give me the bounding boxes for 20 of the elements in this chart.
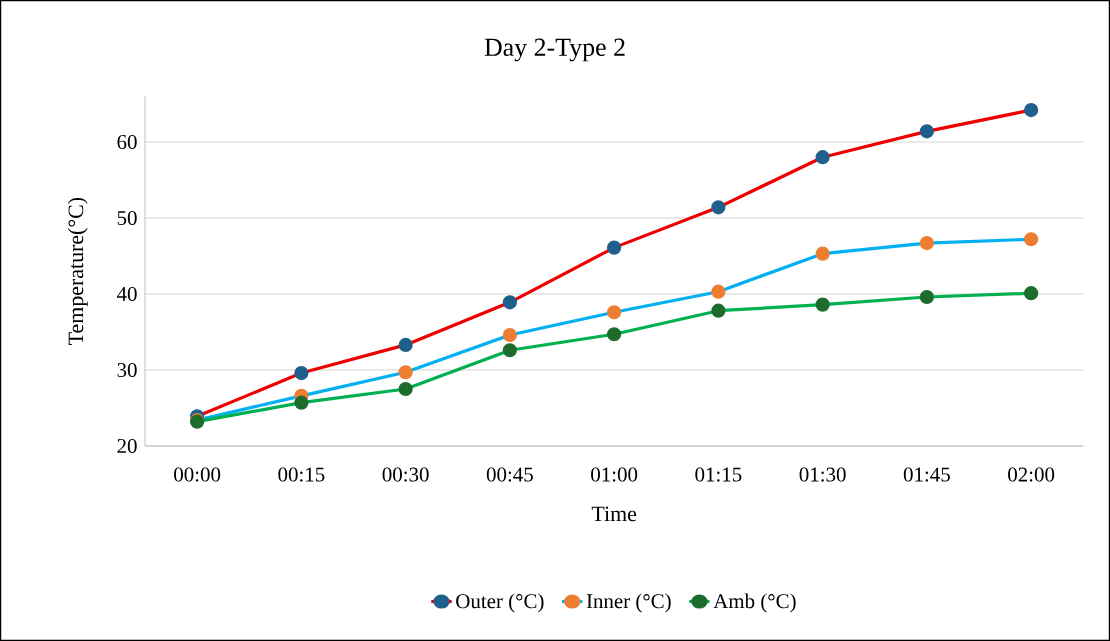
x-tick-label: 01:00 xyxy=(591,467,638,482)
x-tick-label: 01:30 xyxy=(799,467,846,482)
legend-label: Outer (°C) xyxy=(456,593,544,613)
legend-label: Inner (°C) xyxy=(586,593,671,613)
x-tick-label: 02:00 xyxy=(1008,467,1055,482)
y-tick-label: 40 xyxy=(116,286,137,302)
x-tick-label: 00:00 xyxy=(174,467,221,482)
y-tick-label: 30 xyxy=(117,362,137,378)
x-axis-title: Time xyxy=(591,506,637,522)
chart-title: Day 2-Type 2 xyxy=(484,38,625,62)
x-tick-label: 00:15 xyxy=(278,467,325,482)
legend-label: Amb (°C) xyxy=(713,593,796,613)
x-tick-label: 00:45 xyxy=(486,467,533,482)
y-tick-label: 50 xyxy=(117,210,137,226)
x-tick-label: 01:45 xyxy=(903,467,950,482)
x-tick-label: 00:30 xyxy=(382,467,429,482)
y-tick-label: 60 xyxy=(117,134,137,150)
y-axis-title: Temperature(°C) xyxy=(67,197,88,345)
x-tick-label: 01:15 xyxy=(695,467,742,482)
y-tick-label: 20 xyxy=(117,438,137,454)
